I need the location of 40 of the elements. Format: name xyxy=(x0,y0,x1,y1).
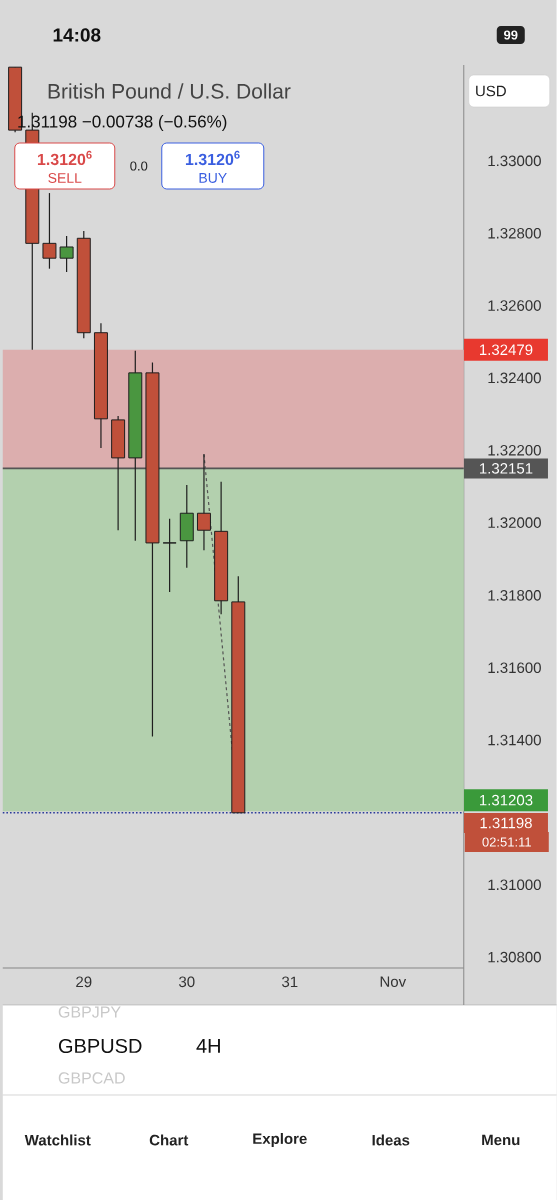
y-tick-label: 1.31000 xyxy=(488,879,542,891)
candlestick xyxy=(59,235,74,273)
text: 99 xyxy=(504,30,518,40)
text: 14:08 xyxy=(53,28,101,42)
y-tick-label: 1.32800 xyxy=(488,227,542,239)
x-tick-label: 30 xyxy=(179,976,195,988)
text: British Pound / U.S. Dollar xyxy=(48,83,291,99)
annotation: 0.0 xyxy=(130,161,148,171)
ref-line-label: 1.32151 xyxy=(480,463,533,474)
y-tick-label: 1.31400 xyxy=(488,734,542,746)
y-tick-label: 1.32200 xyxy=(488,444,542,456)
y-tick-label: 1.33000 xyxy=(488,155,542,167)
y-tick-label: 1.32000 xyxy=(488,517,542,528)
annotation: 1.3120$^{6}$ xyxy=(38,150,92,166)
y-tick-label: 1.31600 xyxy=(488,662,542,674)
candlestick xyxy=(197,453,212,551)
annotation: BUY xyxy=(199,173,227,183)
y-tick-label: 1.32600 xyxy=(488,300,542,311)
annotation: SELL xyxy=(48,173,82,183)
annotation: 1.3120$^{6}$ xyxy=(186,150,240,166)
text: 02:51:11 xyxy=(482,837,532,847)
band-label: 1.32479 xyxy=(480,344,533,356)
text: Explore xyxy=(253,1133,307,1147)
text: Menu xyxy=(482,1134,520,1146)
text: USD xyxy=(476,85,507,97)
y-tick-label: 1.30800 xyxy=(488,951,542,963)
candlestick xyxy=(42,192,57,270)
x-tick-label: Nov xyxy=(380,976,407,987)
y-tick-label: 1.31800 xyxy=(488,590,542,601)
band-label: 1.31203 xyxy=(480,794,533,806)
y-tick-label: 1.32400 xyxy=(488,372,542,384)
text: GBPUSD xyxy=(59,1038,142,1054)
text: Ideas xyxy=(372,1134,410,1146)
x-tick-label: 29 xyxy=(76,976,92,988)
x-tick-label: 31 xyxy=(282,976,298,988)
text: 4H xyxy=(196,1039,221,1053)
text: Chart xyxy=(149,1134,189,1146)
text: Watchlist xyxy=(24,1134,91,1146)
ref-line-label: 1.31198 xyxy=(480,817,532,829)
candlestick xyxy=(162,518,177,593)
